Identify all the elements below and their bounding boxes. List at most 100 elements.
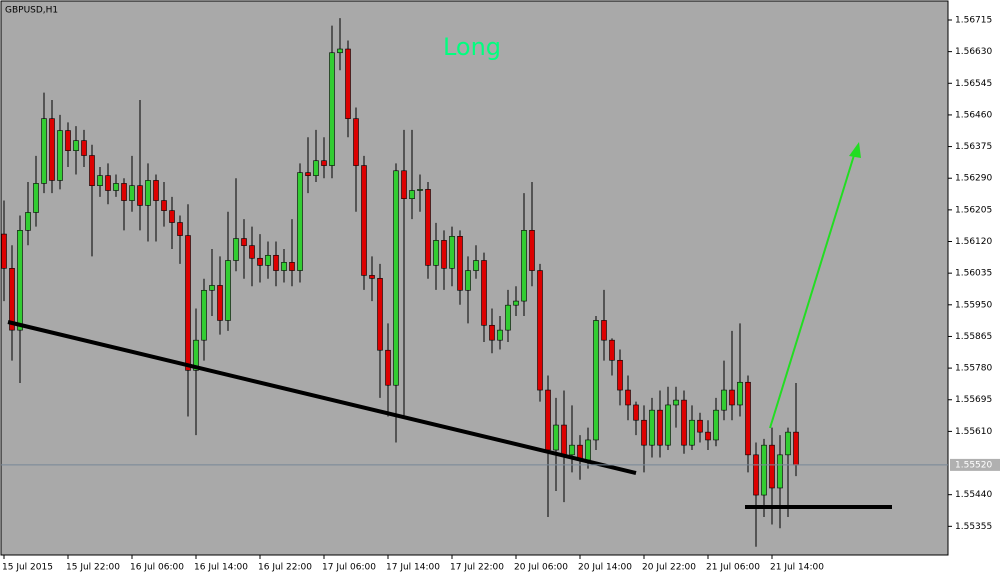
candle-body [41,118,47,184]
candle-body [673,399,679,406]
x-tick-label: 15 Jul 22:00 [66,563,120,573]
y-tick-label: 1.56035 [955,269,992,279]
candle-body [233,238,239,261]
candle-body [169,210,175,223]
candle-body [761,444,767,496]
candle-body [537,270,543,391]
candle-body [33,183,39,213]
candle-body [393,170,399,386]
candle-body [193,339,199,371]
candle-body [241,238,247,246]
candle-body [153,180,159,201]
candle-body [249,245,255,259]
y-tick-label: 1.55695 [955,395,992,405]
candle-body [481,260,487,326]
x-tick-label: 16 Jul 22:00 [258,563,312,573]
candle-body [417,189,423,191]
y-tick-label: 1.55355 [955,522,992,532]
candle-body [585,439,591,461]
candle-body [17,230,23,331]
x-tick-label: 17 Jul 22:00 [450,563,504,573]
candle-body [641,419,647,446]
y-tick-label: 1.55610 [955,427,992,437]
y-tick-label: 1.56375 [955,142,992,152]
candle-body [25,212,31,231]
candle-body [81,140,87,156]
candle-body [593,320,599,441]
candle-body [9,268,15,331]
candle-body [401,170,407,199]
candle-body [769,444,775,489]
candle-body [161,200,167,211]
candle-body [745,381,751,456]
candle-body [65,130,71,151]
candle-body [457,236,463,291]
candle-body [137,185,143,206]
candle-body [361,165,367,276]
price-label: 1.55520 [955,460,992,470]
candle-body [369,275,375,279]
candle-body [273,254,279,271]
candle-body [473,260,479,271]
candle-body [217,285,223,321]
x-tick-label: 20 Jul 14:00 [578,563,632,573]
candle-body [633,404,639,421]
candle-body [329,52,335,166]
chart-title: GBPUSD,H1 [5,6,58,16]
candle-body [265,254,271,266]
candle-body [465,270,471,291]
x-tick-label: 17 Jul 06:00 [322,563,376,573]
candle-body [73,140,79,151]
trend-line [7,320,637,475]
candle-body [713,409,719,441]
y-tick-label: 1.56715 [955,15,992,25]
candle-body [705,431,711,441]
candle-body [113,183,119,191]
y-tick-label: 1.55865 [955,332,992,342]
candle-body [753,454,759,496]
x-tick-label: 16 Jul 14:00 [194,563,248,573]
candle-body [257,257,263,266]
candle-body [1,233,7,269]
candle-body [377,278,383,351]
y-tick-label: 1.55950 [955,300,992,310]
candle-body [425,189,431,266]
candle-body [617,359,623,391]
annotation: Long [443,33,501,61]
candle-body [129,185,135,201]
candle-body [505,304,511,331]
candle-body [601,320,607,341]
candle-body [313,160,319,176]
candle-body [289,262,295,271]
candle-body [321,160,327,166]
y-tick-label: 1.56460 [955,110,992,120]
candle-body [681,399,687,446]
y-tick-label: 1.56120 [955,237,992,247]
y-tick-label: 1.56205 [955,205,992,215]
x-tick-label: 21 Jul 06:00 [706,563,760,573]
candle-body [297,172,303,271]
x-tick-label: 16 Jul 06:00 [130,563,184,573]
candle-body [785,431,791,456]
price-label-box [950,458,1000,471]
drawings [7,142,892,509]
candle-body [625,389,631,406]
candle-body [441,240,447,269]
x-tick-label: 21 Jul 14:00 [770,563,824,573]
candle-body [649,409,655,446]
candle-body [353,118,359,166]
candle-body [57,130,63,181]
candle-body [657,409,663,446]
plot-area [0,0,949,556]
candle-body [385,349,391,386]
y-tick-label: 1.56290 [955,174,992,184]
candle-body [521,230,527,302]
candle-body [89,155,95,186]
candle-body [497,329,503,341]
x-tick-label: 20 Jul 22:00 [642,563,696,573]
y-tick-label: 1.55440 [955,490,992,500]
candle-body [449,236,455,269]
candle-body [185,235,191,371]
arrow-head [849,142,861,158]
